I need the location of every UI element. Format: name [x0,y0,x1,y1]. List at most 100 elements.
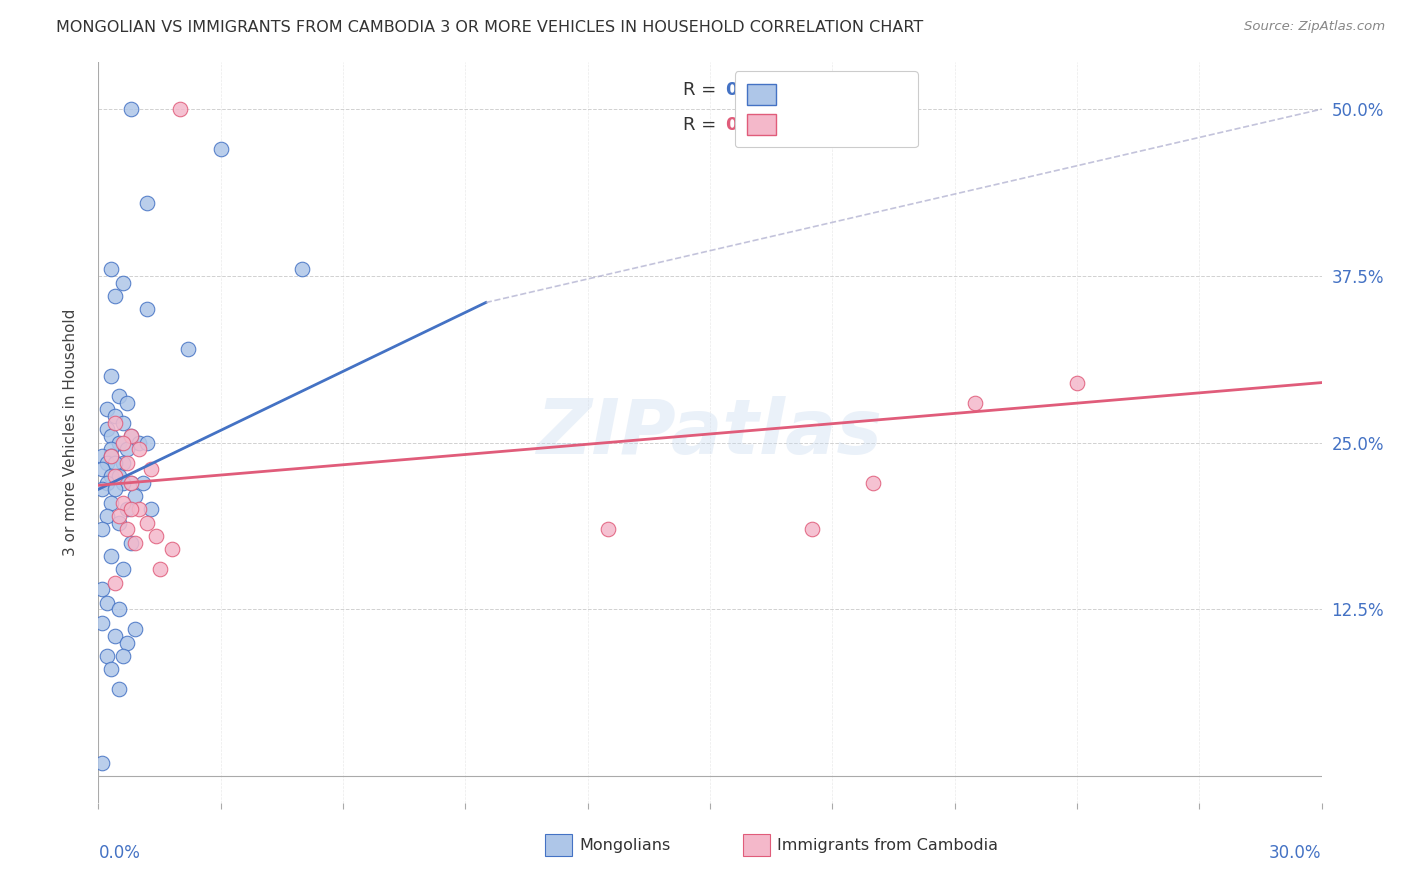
Point [111,562,134,576]
Text: N =: N = [783,116,835,134]
Point [1066,376,1088,390]
Point [111,456,134,470]
Point [104,456,127,470]
Point [91,582,114,597]
Point [141,502,163,516]
Point [96,456,118,470]
Point [91,462,114,476]
Point [100,429,122,443]
Point [104,289,127,303]
Text: 30.0%: 30.0% [1270,844,1322,862]
Text: 59: 59 [830,81,855,99]
Bar [742,834,770,856]
Point [108,469,131,483]
Point [108,435,131,450]
Point [96,402,118,417]
Bar [546,834,572,856]
Point [598,522,620,536]
Point [124,623,146,637]
Point [100,662,122,676]
Point [100,496,122,510]
Point [136,435,159,450]
Point [128,442,150,457]
Text: 0.0%: 0.0% [98,844,141,862]
Point [120,502,142,516]
Text: Source: ZipAtlas.com: Source: ZipAtlas.com [1244,20,1385,33]
Point [108,602,131,616]
Point [96,422,118,436]
Point [120,475,142,490]
Point [115,442,138,457]
Point [100,442,122,457]
Point [291,262,314,277]
Point [124,489,146,503]
Point [111,435,134,450]
Point [108,682,131,697]
Point [104,409,127,423]
Point [96,508,118,523]
Point [862,475,884,490]
Text: 0.295: 0.295 [724,81,782,99]
Point [149,562,172,576]
Point [100,262,122,277]
Point [965,395,987,409]
Text: N =: N = [783,81,835,99]
Point [120,475,142,490]
Point [145,529,167,543]
Text: R =: R = [683,81,723,99]
Point [104,469,127,483]
Point [128,435,150,450]
Point [91,756,114,770]
Y-axis label: 3 or more Vehicles in Household: 3 or more Vehicles in Household [63,309,77,557]
Legend: placeholder1, placeholder2: placeholder1, placeholder2 [735,71,918,147]
Point [100,368,122,383]
Point [96,596,118,610]
Point [104,416,127,430]
Point [115,395,138,409]
Text: Immigrants from Cambodia: Immigrants from Cambodia [778,838,998,853]
Point [136,195,159,210]
Point [104,483,127,497]
Text: R =: R = [683,116,723,134]
Point [160,542,183,557]
Point [104,629,127,643]
Point [136,516,159,530]
Point [801,522,824,536]
Point [111,276,134,290]
Point [100,469,122,483]
Point [177,343,200,357]
Point [115,502,138,516]
Point [120,102,142,116]
Point [91,522,114,536]
Point [91,449,114,463]
Point [100,449,122,463]
Point [100,449,122,463]
Point [104,575,127,590]
Point [108,389,131,403]
Text: MONGOLIAN VS IMMIGRANTS FROM CAMBODIA 3 OR MORE VEHICLES IN HOUSEHOLD CORRELATIO: MONGOLIAN VS IMMIGRANTS FROM CAMBODIA 3 … [56,20,924,35]
Point [115,456,138,470]
Point [115,636,138,650]
Point [108,508,131,523]
Point [115,522,138,536]
Text: ZIPatlas: ZIPatlas [537,396,883,469]
Point [96,475,118,490]
Point [120,535,142,549]
Point [91,483,114,497]
Point [111,475,134,490]
Point [111,648,134,663]
Point [209,142,232,156]
Point [91,615,114,630]
Point [111,496,134,510]
Text: Mongolians: Mongolians [579,838,671,853]
Point [141,462,163,476]
Point [108,516,131,530]
Point [120,429,142,443]
Point [111,416,134,430]
Point [132,475,155,490]
Point [169,102,191,116]
Text: 0.212: 0.212 [724,116,782,134]
Point [128,502,150,516]
Point [120,429,142,443]
Point [100,549,122,563]
